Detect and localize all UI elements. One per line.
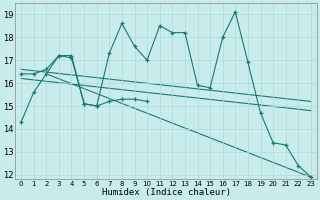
X-axis label: Humidex (Indice chaleur): Humidex (Indice chaleur) [101, 188, 230, 197]
